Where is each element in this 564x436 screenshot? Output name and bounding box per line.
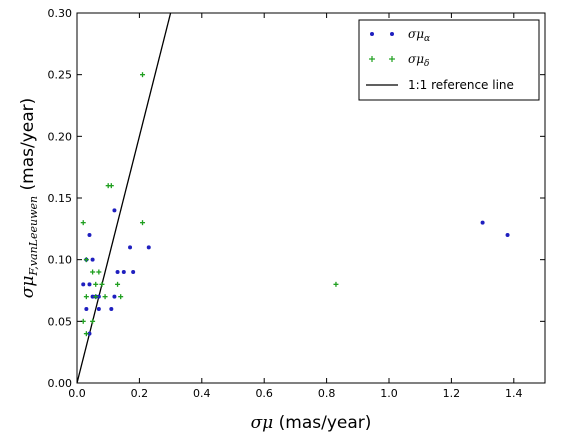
series-2-point [90,318,96,324]
series-1-point [128,245,133,250]
legend-label-series-2: σμδ [408,52,429,69]
y-tick-label: 0.10 [48,254,73,267]
series-2-point [83,331,89,337]
series-1-point [96,294,101,299]
series-2-point [93,281,99,287]
series-2-point [90,269,96,275]
x-tick-label: 0.6 [255,387,273,400]
series-2-point [83,257,89,263]
series-1-point [87,282,92,287]
y-axis-label: σμF,vanLeeuwen (mas/year) [18,98,40,299]
series-1-point [109,307,114,311]
y-tick-label: 0.15 [48,192,73,205]
series-2-point [80,220,86,226]
x-tick-label: 1.0 [380,387,398,400]
series-1-point [87,331,92,336]
x-tick-label: 1.2 [443,387,461,400]
series-2-point [93,294,99,300]
series-1-point [480,220,485,225]
legend: σμα σμδ 1:1 reference line [358,19,540,101]
series-2-point [118,294,124,300]
series-1-point [90,294,95,299]
series-1-point [121,270,126,274]
series-2-point [140,220,146,226]
series-1-point [146,245,151,250]
series-1-point [90,257,95,262]
y-tick-label: 0.30 [48,7,73,20]
x-axis-label: σμ (mas/year) [251,413,372,433]
y-tick-label: 0.20 [48,130,73,143]
series-1-point [84,307,89,311]
legend-label-reference-line: 1:1 reference line [408,78,514,92]
legend-marker-series-2 [369,56,395,62]
series-1-point [112,294,117,299]
x-tick-label: 0.4 [193,387,211,400]
series-2-point [108,183,114,189]
x-tick-label: 0.0 [68,387,86,400]
series-2-point [102,294,108,300]
x-tick-label: 0.8 [318,387,336,400]
series-1-point [115,270,120,274]
y-tick-label: 0.00 [48,377,73,390]
legend-marker-series-1 [370,32,374,36]
series-1-point [112,208,117,213]
series-1-point [96,307,101,311]
x-tick-label: 1.4 [505,387,523,400]
legend-marker-series-1b [390,32,394,36]
series-1-point [81,282,86,287]
series-2-point [333,281,339,287]
series-1-point [505,233,510,237]
series-2-point [96,269,102,275]
legend-box [358,19,540,101]
legend-label-series-1: σμα [408,27,430,44]
series-2-point [115,281,121,287]
series-2-point [140,72,146,78]
series-2-point [83,294,89,300]
y-tick-label: 0.25 [48,69,73,82]
x-tick-label: 0.2 [131,387,149,400]
y-tick-label: 0.05 [48,315,73,328]
series-1-point [131,270,136,274]
series-1-point [87,233,92,237]
series-2-point [99,281,105,287]
